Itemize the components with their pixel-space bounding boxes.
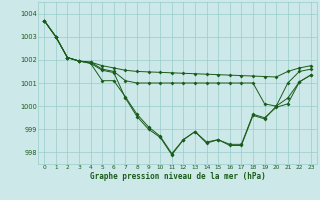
- X-axis label: Graphe pression niveau de la mer (hPa): Graphe pression niveau de la mer (hPa): [90, 172, 266, 181]
